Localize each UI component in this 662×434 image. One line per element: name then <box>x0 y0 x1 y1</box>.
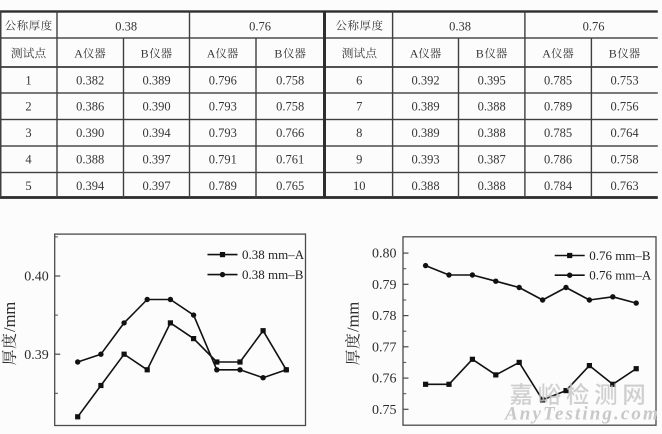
svg-text:0.761: 0.761 <box>276 152 304 166</box>
svg-text:0.766: 0.766 <box>276 126 304 140</box>
svg-text:/mm: /mm <box>0 302 19 332</box>
svg-text:6: 6 <box>356 73 362 87</box>
svg-text:0.758: 0.758 <box>276 73 304 87</box>
svg-text:8: 8 <box>356 126 362 140</box>
svg-text:0.40: 0.40 <box>24 270 49 285</box>
svg-text:0.392: 0.392 <box>412 73 440 87</box>
svg-text:0.77: 0.77 <box>372 340 397 355</box>
svg-text:/mm: /mm <box>344 302 363 332</box>
svg-text:0.785: 0.785 <box>544 73 572 87</box>
svg-text:0.388: 0.388 <box>478 179 506 193</box>
svg-text:0.765: 0.765 <box>276 179 304 193</box>
svg-text:0.764: 0.764 <box>611 126 640 140</box>
svg-text:0.394: 0.394 <box>142 126 171 140</box>
svg-text:0.793: 0.793 <box>209 99 237 113</box>
svg-text:0.38 mm–B: 0.38 mm–B <box>242 267 304 282</box>
svg-text:0.386: 0.386 <box>76 99 104 113</box>
svg-text:0.789: 0.789 <box>209 179 237 193</box>
svg-text:0.397: 0.397 <box>142 179 170 193</box>
svg-text:A: A <box>410 46 419 60</box>
svg-text:0.389: 0.389 <box>412 99 440 113</box>
svg-text:0.76 mm–A: 0.76 mm–A <box>589 268 652 283</box>
svg-text:0.76: 0.76 <box>249 19 271 33</box>
svg-text:0.39: 0.39 <box>24 348 49 363</box>
svg-text:0.388: 0.388 <box>478 99 506 113</box>
svg-text:0.38: 0.38 <box>115 19 137 33</box>
svg-text:0.756: 0.756 <box>611 99 639 113</box>
svg-text:0.397: 0.397 <box>142 152 170 166</box>
svg-text:A: A <box>207 46 216 60</box>
svg-text:0.388: 0.388 <box>478 126 506 140</box>
svg-text:0.390: 0.390 <box>76 126 104 140</box>
svg-text:0.76: 0.76 <box>583 19 605 33</box>
svg-text:A: A <box>74 46 83 60</box>
svg-text:4: 4 <box>25 152 32 166</box>
svg-text:0.753: 0.753 <box>611 73 639 87</box>
svg-text:0.76: 0.76 <box>372 372 397 387</box>
svg-text:2: 2 <box>25 99 31 113</box>
svg-text:0.758: 0.758 <box>611 152 639 166</box>
svg-text:B: B <box>476 46 484 60</box>
svg-text:0.78: 0.78 <box>372 309 397 324</box>
svg-text:1: 1 <box>25 73 31 87</box>
svg-text:0.796: 0.796 <box>209 73 237 87</box>
svg-text:0.75: 0.75 <box>372 403 397 418</box>
svg-text:0.786: 0.786 <box>544 152 572 166</box>
svg-text:0.388: 0.388 <box>412 179 440 193</box>
svg-text:0.785: 0.785 <box>544 126 572 140</box>
svg-text:0.763: 0.763 <box>611 179 639 193</box>
svg-text:7: 7 <box>356 99 362 113</box>
svg-text:0.389: 0.389 <box>142 73 170 87</box>
svg-text:0.389: 0.389 <box>412 126 440 140</box>
svg-text:0.394: 0.394 <box>76 179 105 193</box>
svg-text:0.387: 0.387 <box>478 152 506 166</box>
svg-text:0.76 mm–B: 0.76 mm–B <box>589 248 651 263</box>
svg-text:0.789: 0.789 <box>544 99 572 113</box>
svg-text:9: 9 <box>356 152 362 166</box>
svg-text:A: A <box>542 46 551 60</box>
svg-text:AnyTesting.com: AnyTesting.com <box>504 404 660 425</box>
svg-text:5: 5 <box>25 179 31 193</box>
svg-text:0.758: 0.758 <box>276 99 304 113</box>
svg-text:0.38 mm–A: 0.38 mm–A <box>242 247 305 262</box>
svg-text:B: B <box>141 46 149 60</box>
svg-text:0.791: 0.791 <box>209 152 237 166</box>
svg-text:0.382: 0.382 <box>76 73 104 87</box>
svg-text:0.784: 0.784 <box>544 179 573 193</box>
svg-text:0.395: 0.395 <box>478 73 506 87</box>
svg-text:0.79: 0.79 <box>372 278 397 293</box>
svg-text:B: B <box>274 46 282 60</box>
svg-text:0.80: 0.80 <box>372 247 397 262</box>
svg-text:0.793: 0.793 <box>209 126 237 140</box>
svg-text:0.390: 0.390 <box>142 99 170 113</box>
svg-text:0.388: 0.388 <box>76 152 104 166</box>
svg-text:0.38: 0.38 <box>449 19 471 33</box>
svg-text:B: B <box>609 46 617 60</box>
svg-text:10: 10 <box>353 179 366 193</box>
svg-text:3: 3 <box>25 126 31 140</box>
svg-text:0.393: 0.393 <box>412 152 440 166</box>
